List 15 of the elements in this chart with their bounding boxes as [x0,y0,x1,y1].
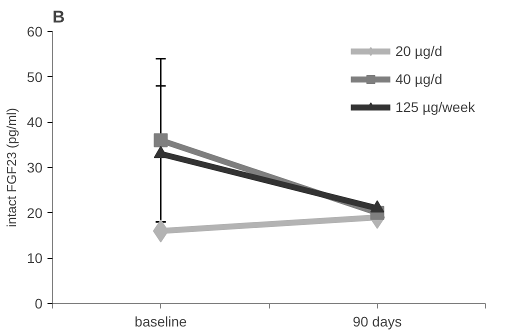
y-tick-label: 20 [26,204,43,221]
y-tick-label: 10 [26,250,43,266]
chart-title: B [52,8,65,26]
y-tick-label: 30 [26,160,43,176]
y-tick-label: 60 [26,24,43,40]
y-tick-label: 0 [34,296,43,312]
x-tick-label: baseline [134,314,188,330]
legend-label: 20 µg/d [395,43,442,59]
x-tick-label: 90 days [352,314,402,330]
legend-label: 40 µg/d [395,71,442,87]
y-tick-label: 40 [26,114,43,130]
point [154,133,168,148]
legend-label: 125 µg/week [395,99,475,115]
y-axis-title: intact FGF23 (pg/ml) [4,108,19,228]
y-tick-label: 50 [26,68,43,85]
